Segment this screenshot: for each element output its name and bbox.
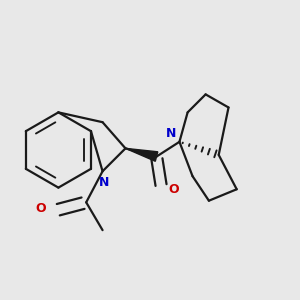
Text: O: O bbox=[35, 202, 46, 215]
Text: N: N bbox=[99, 176, 109, 189]
Text: O: O bbox=[169, 183, 179, 196]
Polygon shape bbox=[125, 148, 158, 161]
Text: N: N bbox=[166, 127, 176, 140]
